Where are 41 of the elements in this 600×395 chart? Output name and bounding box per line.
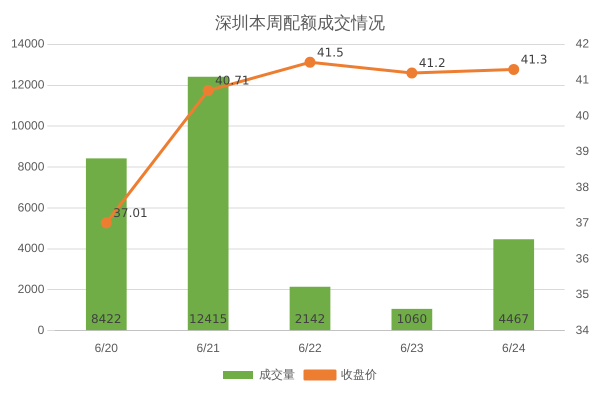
y-tick-label: 0 xyxy=(38,322,45,337)
data-label: 12415 xyxy=(189,312,228,326)
chart-title: 深圳本周配额成交情况 xyxy=(215,14,385,34)
y2-tick-label: 36 xyxy=(576,251,590,266)
y-tick-label: 2000 xyxy=(18,282,45,296)
legend-label: 收盘价 xyxy=(341,367,377,382)
x-tick-label: 6/21 xyxy=(196,341,220,356)
y2-tick-label: 37 xyxy=(576,216,590,230)
point xyxy=(508,64,520,75)
y2-tick-label: 42 xyxy=(576,36,590,51)
y2-tick-label: 38 xyxy=(576,180,590,194)
y-tick-label: 14000 xyxy=(10,36,45,51)
y-tick-label: 4000 xyxy=(18,241,45,256)
bar xyxy=(290,286,330,330)
point xyxy=(304,56,316,68)
y2-tick-label: 35 xyxy=(576,287,590,302)
legend-label: 成交量 xyxy=(259,367,295,382)
x-tick-label: 6/23 xyxy=(400,341,424,356)
x-tick-label: 6/22 xyxy=(298,341,322,356)
y-tick-label: 8000 xyxy=(18,159,45,174)
y-tick-label: 12000 xyxy=(10,78,45,92)
data-label: 1060 xyxy=(396,312,428,326)
y2-tick-label: 34 xyxy=(576,322,590,337)
y2-tick-label: 41 xyxy=(576,72,590,86)
data-label: 41.2 xyxy=(418,56,446,70)
point xyxy=(406,68,418,79)
x-tick-label: 6/20 xyxy=(94,341,118,356)
y2-tick-label: 39 xyxy=(576,144,590,158)
y-tick-label: 10000 xyxy=(10,118,45,132)
x-tick-label: 6/24 xyxy=(502,341,526,356)
data-label: 2142 xyxy=(294,312,326,326)
y2-tick-label: 40 xyxy=(576,108,590,122)
data-label: 8422 xyxy=(91,312,122,326)
y-tick-label: 6000 xyxy=(18,200,45,214)
data-label: 41.5 xyxy=(317,45,344,60)
data-label: 4467 xyxy=(498,312,529,326)
point xyxy=(202,85,214,96)
data-label: 41.3 xyxy=(520,52,548,67)
data-label: 40.71 xyxy=(215,74,250,88)
bar xyxy=(493,239,534,330)
point xyxy=(100,217,112,228)
